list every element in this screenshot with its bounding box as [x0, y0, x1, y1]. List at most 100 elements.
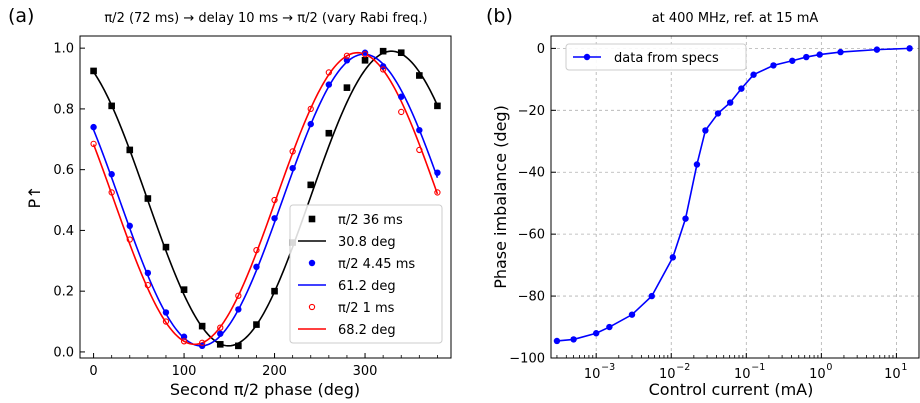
panel-b-legend: data from specs [565, 43, 747, 71]
b-xtick-exp-1: −2 [676, 362, 690, 373]
b-xtick-label-3: 10 [809, 367, 826, 382]
b-legend-frame [565, 43, 747, 71]
panel-b-axes-frame [550, 35, 920, 359]
b-xtick-label-4: 10 [884, 367, 901, 382]
data-point-2-5 [180, 338, 188, 345]
panel-a-plot-area [90, 47, 441, 350]
b-legend-swatch-marker [583, 53, 591, 61]
data-point-0-1 [108, 102, 115, 110]
data-point-0-12 [307, 181, 315, 189]
a-ytick-label-3: 0.6 [53, 163, 74, 178]
panel-a-legend: π/2 36 ms 30.8 deg π/2 4.45 ms 61.2 deg π/2 … [289, 204, 443, 344]
a-legend-label-3: 61.2 deg [338, 279, 396, 294]
data-point-2-0 [90, 140, 97, 147]
a-legend-swatch-2 [308, 259, 316, 267]
data-point-2-8 [235, 292, 242, 299]
series-line-0 [556, 47, 910, 342]
data-point-0-8 [235, 342, 242, 350]
data-point-1-18 [416, 126, 423, 134]
panel-a-ticks: 0 100 200 300 0.0 0.2 0.4 0.6 0.8 1.0 [53, 42, 438, 379]
data-point-0-0 [90, 67, 97, 75]
panel-a-ylabel: P↑ [25, 185, 44, 208]
data-point-1-4 [162, 309, 170, 316]
data-point-0-8 [693, 161, 701, 168]
fit-curve-1 [92, 53, 439, 347]
data-point-0-13 [750, 71, 757, 78]
data-point-0-7 [216, 341, 224, 348]
b-ytick-label-1: −20 [518, 104, 545, 119]
b-ytick-label-5: −100 [509, 352, 545, 367]
a-legend-label-4: π/2 1 ms [338, 301, 395, 316]
a-ytick-label-4: 0.8 [53, 102, 74, 117]
data-point-2-15 [361, 51, 369, 58]
data-point-0-2 [592, 330, 600, 337]
data-point-1-17 [398, 93, 405, 100]
data-point-2-11 [289, 148, 296, 155]
b-xtick-label-0: 10 [584, 367, 601, 382]
data-point-0-6 [669, 254, 677, 261]
data-point-1-15 [361, 49, 369, 56]
data-point-1-19 [434, 169, 441, 176]
panel-b-plot-area [553, 45, 913, 345]
data-point-2-3 [144, 281, 152, 289]
panel-b-ylabel: Phase imbalance (deg) [491, 105, 510, 289]
data-point-1-14 [343, 57, 351, 64]
a-legend-label-0: π/2 36 ms [338, 213, 403, 228]
data-point-0-19 [873, 46, 881, 53]
data-point-0-15 [361, 57, 369, 64]
b-xtick-exp-0: −3 [601, 362, 615, 373]
data-point-0-18 [416, 72, 423, 79]
data-point-0-13 [325, 129, 333, 137]
data-point-1-12 [307, 120, 314, 128]
data-point-2-14 [343, 52, 351, 59]
a-xtick-label-3: 300 [353, 364, 378, 379]
data-point-1-8 [235, 306, 242, 313]
data-point-2-4 [162, 318, 170, 325]
data-point-0-5 [648, 292, 655, 300]
data-point-0-6 [198, 322, 206, 330]
data-point-1-13 [325, 81, 333, 88]
panel-b: (b) at 400 MHz, ref. at 15 mA 10 −3 10 −2 10… [486, 5, 920, 399]
b-ytick-label-4: −80 [518, 290, 545, 305]
b-xtick-label-1: 10 [659, 367, 676, 382]
data-point-0-14 [343, 84, 351, 91]
panel-b-xlabel: Control current (mA) [649, 380, 814, 399]
data-point-2-16 [379, 66, 387, 73]
data-point-1-2 [126, 222, 133, 230]
data-point-0-17 [816, 51, 823, 58]
data-point-0-18 [837, 48, 844, 56]
data-point-0-5 [180, 286, 188, 293]
b-xtick-exp-3: 0 [826, 362, 832, 373]
a-legend-swatch-0 [308, 215, 316, 223]
panel-a-title: π/2 (72 ms) → delay 10 ms → π/2 (vary Ra… [104, 11, 427, 26]
a-ytick-label-2: 0.4 [53, 224, 74, 239]
data-point-0-15 [789, 57, 796, 64]
b-legend-label: data from specs [614, 51, 719, 66]
b-ytick-label-0: 0 [537, 42, 545, 57]
b-xtick-label-2: 10 [734, 367, 751, 382]
data-point-1-7 [217, 330, 224, 337]
data-point-2-1 [108, 189, 115, 196]
data-point-0-9 [253, 321, 260, 328]
data-point-1-1 [108, 171, 115, 178]
b-xtick-exp-2: −1 [751, 362, 765, 373]
data-point-2-7 [217, 324, 224, 331]
panel-b-title: at 400 MHz, ref. at 15 mA [652, 11, 819, 26]
data-point-2-12 [307, 105, 314, 113]
a-ytick-label-0: 0.0 [53, 345, 74, 360]
a-ytick-label-1: 0.2 [53, 285, 74, 300]
data-point-0-19 [434, 102, 441, 110]
fit-curve-0 [92, 50, 439, 347]
data-point-0-16 [379, 47, 387, 55]
data-point-2-2 [126, 236, 133, 243]
a-xtick-label-1: 100 [172, 364, 197, 379]
data-point-0-12 [738, 85, 745, 92]
b-ytick-label-3: −60 [518, 228, 545, 243]
data-point-2-6 [199, 339, 206, 346]
data-point-1-5 [180, 333, 188, 340]
panel-b-label: (b) [486, 5, 513, 27]
a-legend-label-5: 68.2 deg [338, 323, 396, 338]
a-legend-label-2: π/2 4.45 ms [338, 257, 415, 272]
panel-b-ticks: 10 −3 10 −2 10 −1 10 0 10 10−20−40−60−80−100 [509, 42, 920, 382]
